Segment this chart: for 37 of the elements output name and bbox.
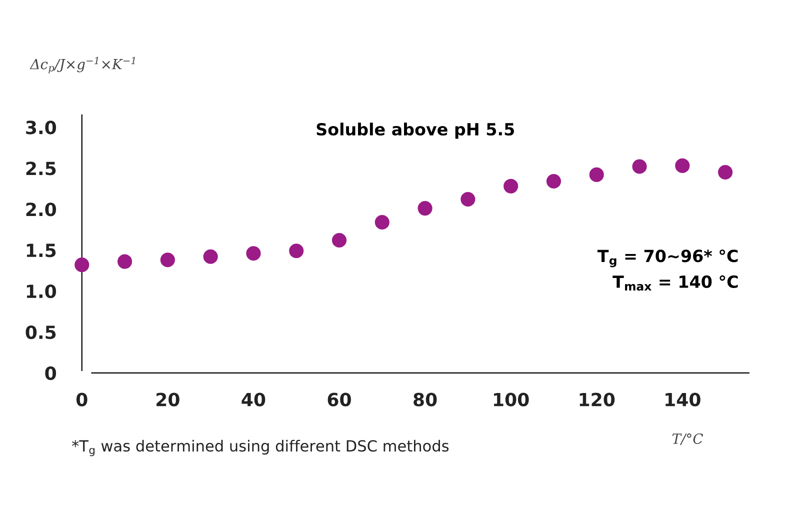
point (460, 192, 476, 207)
point (504, 178, 518, 194)
chart-title: Soluble above pH 5.5 (316, 122, 514, 139)
y-tick-label: 2.0 (26, 202, 56, 216)
x-tick-label: 20 (156, 392, 180, 406)
point (289, 244, 304, 258)
point (589, 167, 604, 182)
point (332, 232, 347, 248)
point (718, 164, 733, 180)
point (546, 174, 562, 189)
point (246, 246, 261, 261)
x-tick-label: 120 (580, 392, 615, 406)
y-tick-label: 0 (45, 366, 56, 380)
x-tick-label: 60 (328, 392, 351, 406)
y-axis-title: Δc$_{p}$/J×g$^{−1}$×K$^{−1}$ (30, 56, 135, 74)
annotation: T$_{g}$ = 70~96* °C (597, 249, 738, 268)
x-tick-label: 100 (494, 392, 529, 406)
point (160, 252, 175, 268)
y-tick-label: 3.0 (26, 120, 56, 134)
y-tick-label: 2.5 (26, 162, 56, 176)
point (418, 201, 432, 216)
point (117, 254, 132, 269)
y-tick-label: 1.5 (26, 244, 56, 258)
point (374, 214, 390, 230)
y-tick-label: 1.0 (26, 284, 56, 298)
x-tick-label: 40 (242, 392, 266, 406)
x-axis-title: T/°C (672, 433, 704, 446)
point (203, 249, 218, 264)
point (74, 258, 90, 272)
annotation: T$_{max}$ = 140 °C (612, 275, 738, 291)
x-tick-label: 0 (76, 392, 88, 406)
point (632, 159, 647, 174)
point (675, 158, 690, 173)
x-tick-label: 140 (666, 392, 700, 406)
x-tick-label: 80 (414, 392, 437, 406)
y-tick-label: 0.5 (26, 325, 56, 340)
text: *T$_{g}$ was determined using different DSC methods (72, 440, 449, 456)
